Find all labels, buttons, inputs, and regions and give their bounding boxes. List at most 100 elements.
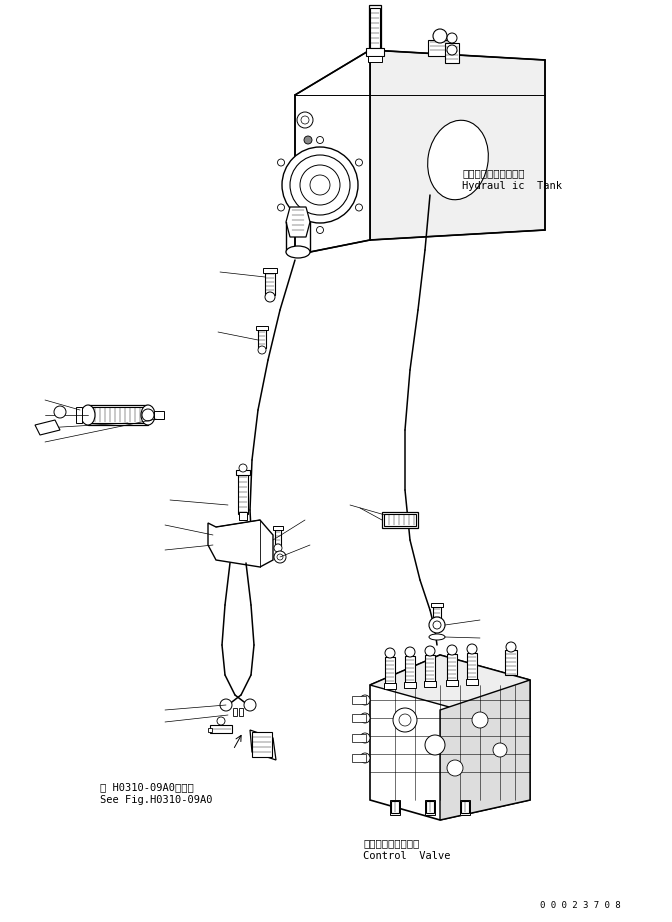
Bar — [238, 472, 248, 514]
Circle shape — [310, 175, 330, 195]
Circle shape — [142, 409, 154, 421]
Bar — [256, 326, 268, 330]
Circle shape — [239, 464, 247, 472]
Bar — [273, 526, 283, 530]
Circle shape — [290, 155, 350, 215]
Bar — [252, 732, 272, 757]
Circle shape — [278, 204, 284, 211]
Circle shape — [265, 292, 275, 302]
Text: 0 0 0 2 3 7 0 8: 0 0 0 2 3 7 0 8 — [540, 901, 621, 910]
Polygon shape — [370, 655, 530, 820]
Circle shape — [405, 647, 415, 657]
Bar — [425, 800, 435, 815]
Bar — [385, 657, 395, 685]
Circle shape — [447, 45, 457, 55]
Circle shape — [472, 712, 488, 728]
Circle shape — [258, 346, 266, 354]
Bar — [233, 708, 237, 716]
Circle shape — [220, 699, 232, 711]
Ellipse shape — [427, 120, 489, 200]
Circle shape — [447, 760, 463, 776]
Bar — [239, 708, 243, 716]
Bar — [370, 8, 380, 48]
Circle shape — [360, 695, 370, 705]
Bar — [275, 528, 281, 546]
Bar — [431, 603, 443, 607]
Circle shape — [274, 544, 282, 552]
Bar — [384, 514, 416, 526]
Bar — [466, 679, 478, 685]
Circle shape — [244, 699, 256, 711]
Bar — [382, 512, 418, 528]
Bar — [404, 682, 416, 688]
Circle shape — [447, 33, 457, 43]
Bar — [445, 43, 459, 63]
Polygon shape — [370, 50, 545, 240]
Circle shape — [355, 204, 362, 211]
Ellipse shape — [429, 634, 445, 640]
Circle shape — [385, 648, 395, 658]
Circle shape — [360, 713, 370, 723]
Polygon shape — [286, 207, 310, 237]
Circle shape — [274, 551, 286, 563]
Circle shape — [217, 717, 225, 725]
Bar — [460, 800, 470, 815]
Circle shape — [301, 116, 309, 124]
Text: ハイドロリックタンク: ハイドロリックタンク — [462, 168, 525, 178]
Circle shape — [399, 714, 411, 726]
Bar — [384, 683, 396, 689]
Bar — [258, 328, 266, 348]
Bar — [263, 268, 277, 273]
Bar — [433, 605, 441, 623]
Circle shape — [429, 617, 445, 633]
Circle shape — [425, 646, 435, 656]
Bar — [391, 801, 399, 813]
Circle shape — [425, 735, 445, 755]
Circle shape — [360, 733, 370, 743]
Circle shape — [393, 708, 417, 732]
Circle shape — [277, 554, 283, 560]
Circle shape — [300, 165, 340, 205]
Bar — [236, 470, 250, 475]
Circle shape — [282, 147, 358, 223]
Bar — [426, 801, 434, 813]
Text: Control  Valve: Control Valve — [363, 851, 450, 861]
Text: Hydraul ic  Tank: Hydraul ic Tank — [462, 181, 562, 191]
Circle shape — [278, 159, 284, 166]
Bar — [405, 656, 415, 684]
Bar — [446, 680, 458, 686]
Polygon shape — [370, 655, 530, 710]
Bar — [90, 407, 146, 423]
Polygon shape — [208, 520, 273, 567]
Polygon shape — [76, 407, 82, 423]
Bar — [424, 681, 436, 687]
Bar — [467, 653, 477, 681]
Bar — [352, 696, 366, 704]
Circle shape — [493, 743, 507, 757]
Circle shape — [506, 642, 516, 652]
Bar — [154, 411, 164, 419]
Ellipse shape — [81, 405, 95, 425]
Circle shape — [304, 136, 312, 144]
Bar — [366, 48, 384, 56]
Text: See Fig.H0310-09A0: See Fig.H0310-09A0 — [100, 795, 212, 805]
Bar — [447, 654, 457, 682]
Bar — [88, 405, 148, 425]
Circle shape — [467, 644, 477, 654]
Bar — [352, 754, 366, 762]
Bar — [352, 714, 366, 722]
Circle shape — [297, 112, 313, 128]
Circle shape — [355, 159, 362, 166]
Circle shape — [433, 29, 447, 43]
Bar — [265, 270, 275, 295]
Polygon shape — [250, 730, 276, 760]
Circle shape — [447, 645, 457, 655]
Circle shape — [54, 406, 66, 418]
Bar — [428, 40, 452, 56]
Bar — [505, 650, 517, 675]
Text: 第 H0310-09A0図参照: 第 H0310-09A0図参照 — [100, 782, 194, 792]
Polygon shape — [295, 50, 370, 255]
Circle shape — [433, 621, 441, 629]
Bar — [352, 734, 366, 742]
Circle shape — [360, 753, 370, 763]
